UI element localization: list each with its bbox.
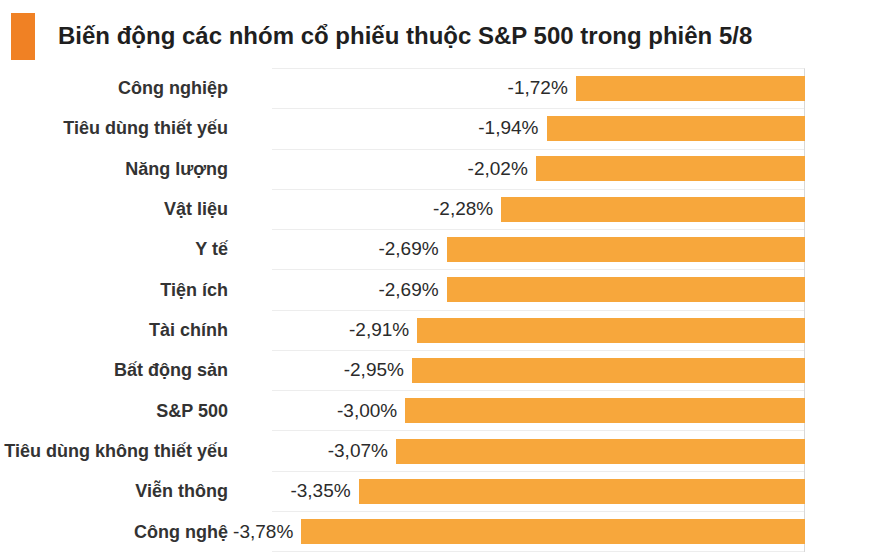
value-label: -3,35% [290, 471, 350, 511]
category-label: S&P 500 [0, 391, 228, 431]
bar [405, 398, 805, 423]
bar [359, 479, 805, 504]
chart-title: Biến động các nhóm cổ phiếu thuộc S&P 50… [58, 22, 752, 50]
category-label: Y tế [0, 229, 228, 269]
title-accent-block [11, 13, 35, 60]
chart-rows: Công nghiệp -1,72% Tiêu dùng thiết yếu -1,9… [0, 68, 875, 552]
category-label: Công nghệ [0, 512, 228, 552]
bar [396, 439, 805, 464]
value-label: -2,91% [349, 310, 409, 350]
chart-row: Viễn thông -3,35% [0, 471, 875, 511]
chart-row: Tài chính -2,91% [0, 310, 875, 350]
chart-row: Bất động sản -2,95% [0, 350, 875, 390]
value-label: -3,78% [233, 512, 293, 552]
value-label: -1,72% [508, 68, 568, 108]
chart-row: Năng lượng -2,02% [0, 149, 875, 189]
category-label: Bất động sản [0, 350, 228, 390]
category-label: Viễn thông [0, 471, 228, 511]
chart-row: Công nghiệp -1,72% [0, 68, 875, 108]
chart-row: Công nghệ-3,78% [0, 512, 875, 552]
bar [501, 197, 805, 222]
chart-row: Y tế -2,69% [0, 229, 875, 269]
bar [536, 156, 805, 181]
bar [417, 318, 805, 343]
value-label: -3,00% [337, 391, 397, 431]
chart-row: S&P 500 -3,00% [0, 391, 875, 431]
chart-row: Tiêu dùng không thiết yếu -3,07% [0, 431, 875, 471]
value-label: -2,95% [344, 350, 404, 390]
value-label: -3,07% [328, 431, 388, 471]
chart-row: Vật liệu -2,28% [0, 189, 875, 229]
category-label: Tiện ích [0, 270, 228, 310]
bar [447, 237, 805, 262]
category-label: Vật liệu [0, 189, 228, 229]
category-label: Công nghiệp [0, 68, 228, 108]
bar [547, 116, 806, 141]
value-label: -2,69% [378, 229, 438, 269]
value-label: -2,02% [468, 149, 528, 189]
chart-row: Tiện ích -2,69% [0, 270, 875, 310]
category-label: Tiêu dùng không thiết yếu [0, 431, 228, 471]
bar [412, 358, 805, 383]
bar [447, 277, 805, 302]
category-label: Năng lượng [0, 149, 228, 189]
category-label: Tài chính [0, 310, 228, 350]
chart-row: Tiêu dùng thiết yếu -1,94% [0, 108, 875, 148]
category-label: Tiêu dùng thiết yếu [0, 108, 228, 148]
chart-canvas: Biến động các nhóm cổ phiếu thuộc S&P 50… [0, 0, 875, 560]
bar [301, 519, 805, 544]
value-label: -2,69% [378, 270, 438, 310]
bar [576, 76, 805, 101]
value-label: -1,94% [478, 108, 538, 148]
value-label: -2,28% [433, 189, 493, 229]
